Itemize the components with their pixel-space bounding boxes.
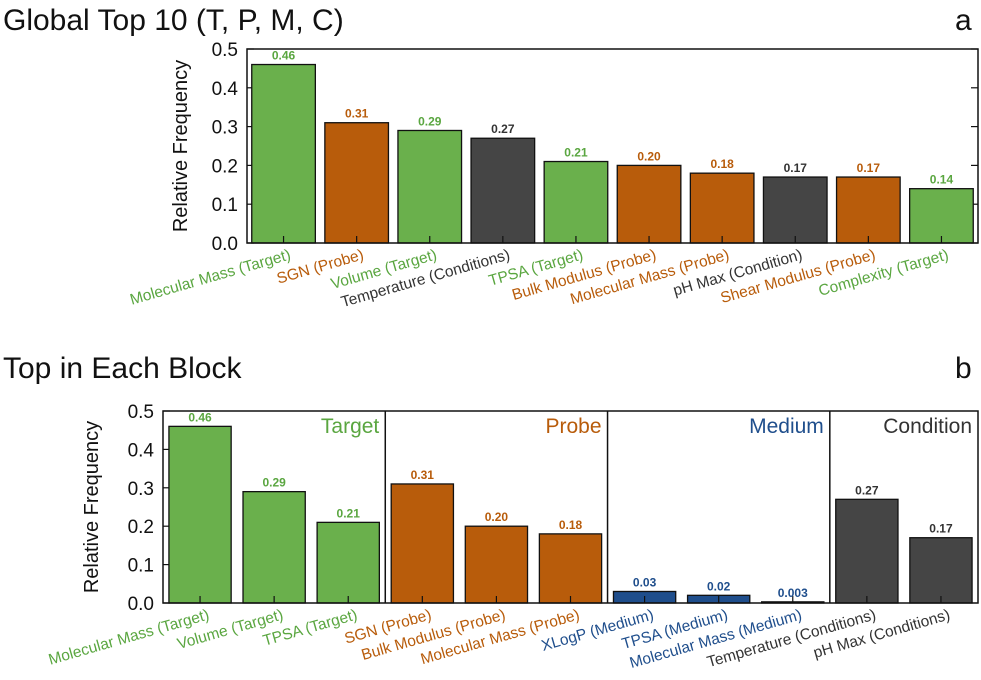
data-label-temperature-conditions: 0.27: [855, 483, 879, 497]
bar-molecular-mass-probe: [689, 172, 755, 244]
data-label-complexity-target: 0.14: [930, 173, 954, 187]
bar-volume-target: [242, 490, 306, 604]
panel-b-ytick-label: 0.3: [128, 479, 154, 500]
panel-a-ytick-label: 0.4: [212, 79, 239, 100]
panel-b-label: b: [955, 352, 972, 385]
x-label-molecular-mass-target: Molecular Mass (Target): [128, 247, 292, 309]
bar-temperature-conditions: [470, 137, 536, 244]
panel-a-frame: [246, 48, 979, 244]
data-label-molecular-mass-probe: 0.18: [559, 518, 583, 532]
panel-a-ytick-label: 0.3: [212, 118, 238, 139]
panel-a-bars: 0.46 0.31 0.29 0.27 0.21 0.20 0.18 0.17 0.17 0.14: [251, 49, 974, 244]
bar-bulk-modulus-probe: [616, 164, 682, 244]
panel-a-x-labels: Molecular Mass (Target)SGN (Probe)Volume…: [128, 247, 950, 312]
bar-ph-max-conditions: [909, 537, 973, 604]
panel-a-ticks: 0.0 0.1 0.2 0.3 0.4 0.5: [212, 40, 978, 255]
panel-b-frame: [162, 410, 979, 604]
block-label-condition: Condition: [883, 415, 972, 438]
data-label-molecular-mass-probe: 0.18: [710, 157, 734, 171]
data-label-volume-target: 0.29: [418, 114, 442, 128]
bar-sgn-probe: [324, 122, 390, 244]
panel-b-x-labels: Molecular Mass (Target)Volume (Target)TP…: [47, 607, 952, 672]
data-label-tpsa-target: 0.21: [337, 506, 361, 520]
block-label-probe: Probe: [545, 415, 601, 438]
data-label-sgn-probe: 0.31: [411, 468, 435, 482]
panel-a-ytick-label: 0.5: [212, 40, 238, 61]
panel-b-block-dividers: [384, 411, 831, 603]
data-label-bulk-modulus-probe: 0.20: [637, 149, 661, 163]
panel-b-ytick-label: 0.4: [128, 440, 155, 461]
data-label-temperature-conditions: 0.27: [491, 122, 515, 136]
bar-molecular-mass-target: [251, 63, 316, 244]
data-label-shear-modulus-probe: 0.17: [857, 161, 881, 175]
panel-a-y-axis-label: Relative Frequency: [170, 60, 192, 232]
panel-b-y-axis-label: Relative Frequency: [81, 421, 103, 593]
panel-b: Top in Each Block b Relative Frequency 0…: [3, 352, 979, 672]
panel-b-ytick-label: 0.1: [128, 556, 154, 577]
block-label-medium: Medium: [749, 415, 824, 438]
bar-shear-modulus-probe: [835, 176, 901, 244]
panel-b-ytick-label: 0.5: [128, 402, 154, 423]
data-label-tpsa-medium: 0.02: [707, 579, 731, 593]
panel-a-ytick-label: 0.0: [212, 234, 238, 255]
data-label-sgn-probe: 0.31: [345, 107, 369, 121]
data-label-tpsa-target: 0.21: [564, 146, 588, 160]
panel-a-ytick-label: 0.1: [212, 195, 238, 216]
bar-temperature-conditions: [835, 498, 899, 604]
bar-volume-target: [397, 129, 463, 244]
bar-molecular-mass-target: [168, 425, 232, 604]
data-label-molecular-mass-target: 0.46: [272, 49, 296, 63]
panel-b-block-labels: Target Probe Medium Condition: [321, 415, 972, 438]
panel-a-ytick-label: 0.2: [212, 156, 238, 177]
panel-b-bars: 0.46 0.29 0.21 0.31 0.20 0.18 0.03 0.02 0.003 0.2…: [168, 410, 973, 604]
panel-a-title: Global Top 10 (T, P, M, C): [3, 4, 344, 37]
bar-tpsa-target: [316, 521, 380, 604]
data-label-molecular-mass-target: 0.46: [188, 410, 212, 424]
data-label-ph-max-conditions: 0.17: [929, 522, 953, 536]
data-label-xlogp-medium: 0.03: [633, 575, 657, 589]
panel-a: Global Top 10 (T, P, M, C) a Relative Fr…: [3, 4, 979, 312]
block-label-target: Target: [321, 415, 380, 438]
panel-a-label: a: [955, 4, 972, 37]
bar-complexity-target: [909, 188, 974, 244]
data-label-molecular-mass-medium: 0.003: [778, 586, 808, 600]
bar-ph-max-condition: [762, 176, 828, 244]
panel-b-ytick-label: 0.0: [128, 594, 154, 615]
bar-bulk-modulus-probe: [464, 525, 529, 604]
data-label-bulk-modulus-probe: 0.20: [485, 510, 509, 524]
bar-tpsa-target: [543, 160, 609, 244]
bar-molecular-mass-probe: [538, 533, 603, 604]
data-label-ph-max-condition: 0.17: [784, 161, 808, 175]
panel-b-title: Top in Each Block: [3, 352, 242, 385]
bar-sgn-probe: [390, 483, 455, 604]
panel-b-ytick-label: 0.2: [128, 517, 154, 538]
data-label-volume-target: 0.29: [262, 476, 286, 490]
